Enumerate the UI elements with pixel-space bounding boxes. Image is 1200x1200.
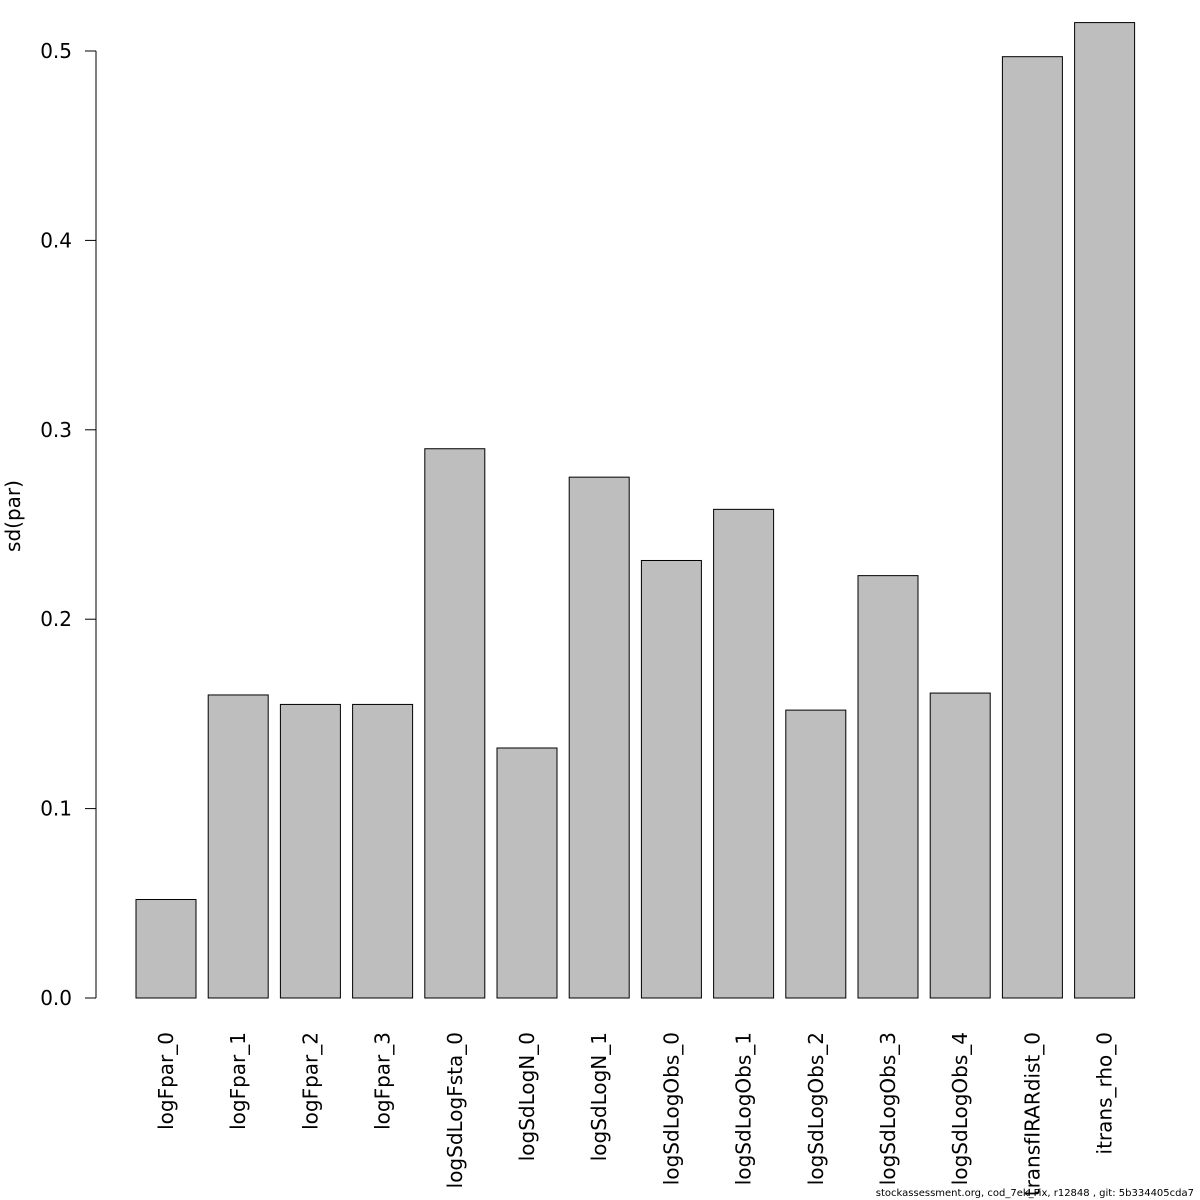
x-tick-label: logSdLogObs_2 <box>804 1032 828 1185</box>
footer-note: stockassessment.org, cod_7ek_Fix, r12848… <box>875 1188 1194 1199</box>
bar <box>713 508 775 999</box>
y-tick-label: 0.3 <box>40 418 72 442</box>
x-tick-label: logSdLogN_0 <box>515 1032 539 1161</box>
bar <box>1074 22 1136 999</box>
y-axis: 0.0 0.1 0.2 0.3 0.4 0.5 <box>40 39 97 1010</box>
x-tick-label: logSdLogObs_1 <box>732 1032 756 1185</box>
bar <box>279 703 341 999</box>
x-tick-label: logFpar_0 <box>154 1032 178 1130</box>
x-tick-label: logSdLogObs_3 <box>876 1032 900 1185</box>
x-tick-label: logFpar_3 <box>371 1032 395 1130</box>
bar <box>135 899 197 999</box>
y-tick-label: 0.0 <box>40 986 72 1010</box>
bar <box>352 703 414 999</box>
bar <box>640 559 702 999</box>
y-axis-label: sd(par) <box>1 480 25 552</box>
x-tick-label: logFpar_2 <box>298 1032 322 1130</box>
x-tick-label: logFpar_1 <box>226 1032 250 1130</box>
y-tick-label: 0.4 <box>40 228 72 252</box>
y-tick-label: 0.5 <box>40 39 72 63</box>
bar <box>785 709 847 999</box>
bar <box>568 476 630 999</box>
bars <box>135 22 1136 999</box>
y-tick-label: 0.2 <box>40 607 72 631</box>
bar <box>496 747 558 999</box>
y-tick-label: 0.1 <box>40 797 72 821</box>
bar <box>207 694 269 999</box>
bar <box>929 692 991 999</box>
x-tick-label: logSdLogFsta_0 <box>443 1032 467 1188</box>
x-axis-labels: logFpar_0 logFpar_1 logFpar_2 logFpar_3 logS… <box>154 1032 1117 1196</box>
x-tick-label: itrans_rho_0 <box>1093 1032 1117 1154</box>
x-tick-label: logSdLogN_1 <box>587 1032 611 1161</box>
x-tick-label: logSdLogObs_0 <box>659 1032 683 1185</box>
x-tick-label: logSdLogObs_4 <box>948 1032 972 1185</box>
bar <box>857 575 919 999</box>
bar <box>1001 56 1063 999</box>
x-tick-label: transfIRARdist_0 <box>1020 1032 1044 1196</box>
bar <box>424 448 486 999</box>
